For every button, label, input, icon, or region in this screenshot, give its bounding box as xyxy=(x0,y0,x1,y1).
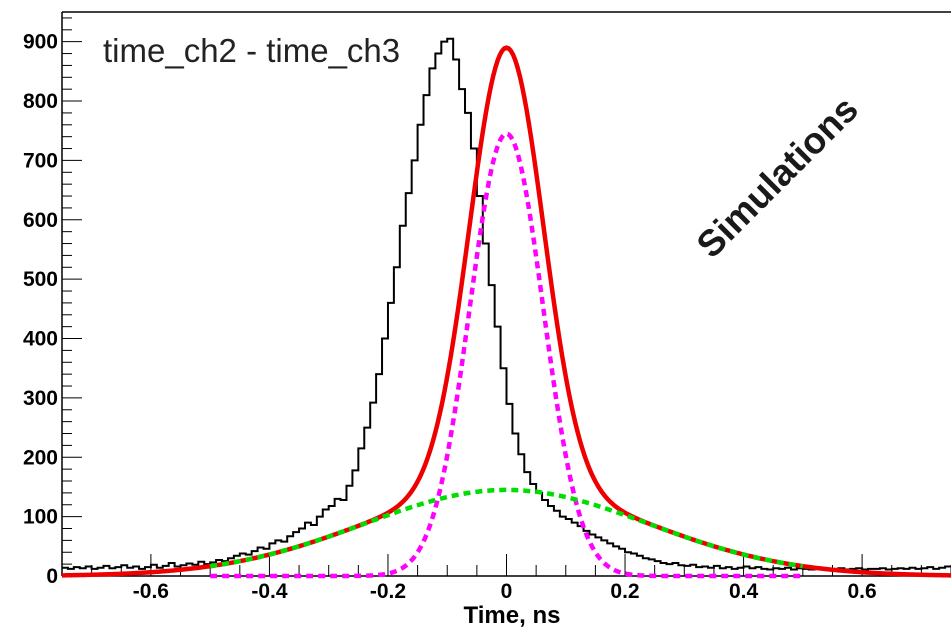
x-tick-label: -0.6 xyxy=(133,580,169,603)
fit-total-curve xyxy=(61,45,951,578)
y-tick-label: 300 xyxy=(23,387,58,410)
histogram-steps xyxy=(62,37,951,571)
simulations-annotation: Simulations xyxy=(689,88,866,265)
x-axis-title: Time, ns xyxy=(464,602,561,629)
y-tick-label: 700 xyxy=(23,149,58,172)
plot-frame xyxy=(61,11,951,577)
y-tick-label: 0 xyxy=(46,565,58,588)
y-tick-label: 400 xyxy=(23,328,58,351)
x-tick-label: 0.2 xyxy=(610,580,639,603)
x-tick-label: 0.6 xyxy=(847,580,876,603)
x-tick-label: 0 xyxy=(501,580,513,603)
x-tick-label: -0.2 xyxy=(370,580,406,603)
x-tick-label: 0.4 xyxy=(729,580,759,603)
narrow-gaussian-curve xyxy=(210,131,803,579)
y-tick-label: 600 xyxy=(23,209,58,232)
y-tick-label: 800 xyxy=(23,90,58,113)
x-tick-label: -0.4 xyxy=(251,580,288,603)
y-tick-label: 200 xyxy=(23,446,58,469)
plot-title: time_ch2 - time_ch3 xyxy=(103,32,400,69)
y-axis: 0 100 200 300 400 500 600 700 800 900 xyxy=(23,17,82,588)
histogram-layer xyxy=(62,37,951,571)
y-tick-label: 500 xyxy=(23,268,58,291)
fit-curves-layer xyxy=(61,45,951,579)
wide-gaussian-curve xyxy=(209,487,804,569)
y-tick-label: 100 xyxy=(23,506,58,529)
y-tick-label: 900 xyxy=(23,31,58,54)
x-axis: -0.6 -0.4 -0.2 0 0.2 0.4 0.6 xyxy=(61,554,951,603)
